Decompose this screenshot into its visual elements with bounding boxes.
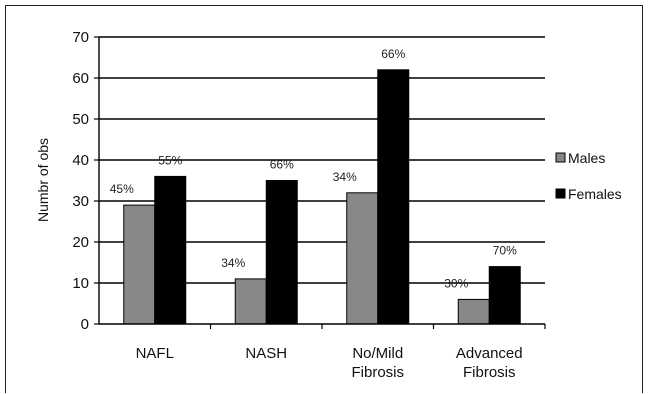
y-tick-label: 70 — [72, 29, 89, 46]
bar-females — [377, 69, 410, 325]
data-label: 45% — [110, 182, 134, 196]
y-tick-label: 10 — [72, 275, 89, 292]
bars — [123, 69, 521, 325]
y-axis-title: Numbr of obs — [35, 138, 51, 222]
legend: Males Females — [555, 150, 622, 202]
x-category-label: Advanced — [456, 345, 523, 362]
x-category-label: NAFL — [136, 345, 174, 362]
x-category-label: Fibrosis — [351, 364, 404, 381]
legend-swatch-males — [555, 152, 566, 163]
labels: 0 10 20 30 40 50 60 70 45% 55% NAFL 34% 66% NASH 34% 66… — [72, 29, 522, 381]
data-label: 30% — [444, 276, 468, 290]
data-label: 34% — [221, 256, 245, 270]
bar-males — [457, 298, 490, 325]
bar-females — [265, 180, 298, 325]
chart-frame — [5, 5, 643, 393]
legend-label-males: Males — [568, 150, 605, 166]
bar-males — [234, 278, 267, 325]
y-tick-label: 30 — [72, 193, 89, 210]
y-tick-label: 40 — [72, 152, 89, 169]
y-tick-label: 60 — [72, 70, 89, 87]
data-label: 66% — [381, 47, 405, 61]
axes — [94, 36, 546, 329]
bar-females — [488, 266, 521, 325]
data-label: 66% — [270, 158, 294, 172]
bar-males — [346, 192, 379, 325]
y-tick-label: 0 — [81, 316, 89, 333]
legend-label-females: Females — [568, 186, 622, 202]
data-label: 70% — [493, 244, 517, 258]
y-tick-label: 50 — [72, 111, 89, 128]
legend-swatch-females — [555, 188, 566, 199]
bar-males — [123, 204, 156, 325]
y-tick-label: 20 — [72, 234, 89, 251]
data-label: 34% — [333, 170, 357, 184]
x-category-label: NASH — [245, 345, 287, 362]
bar-females — [154, 175, 187, 325]
x-category-label: No/Mild — [352, 345, 403, 362]
x-category-label: Fibrosis — [463, 364, 516, 381]
data-label: 55% — [158, 153, 182, 167]
